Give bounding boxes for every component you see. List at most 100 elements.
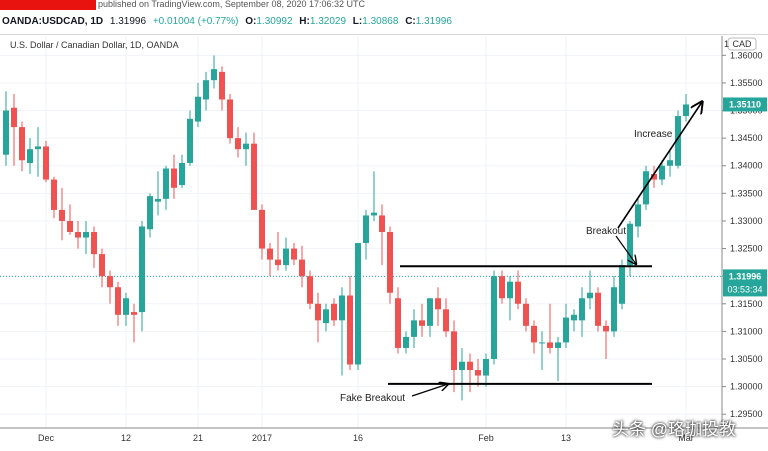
candle-body (123, 298, 129, 315)
close-value: 1.31996 (415, 16, 452, 27)
candle-body (331, 303, 337, 321)
x-tick-label: 2017 (252, 433, 272, 443)
fake-breakout-label: Fake Breakout (340, 393, 405, 404)
candle-body (635, 204, 641, 227)
candle-body (187, 118, 193, 163)
y-tick-label: 1.30000 (730, 382, 763, 392)
low-label: L: (352, 16, 363, 27)
candle-body (163, 168, 169, 199)
watermark: 头条 @珞珈投教 (612, 420, 736, 439)
candle-body (611, 287, 617, 332)
y-tick-label: 1.32500 (730, 244, 763, 254)
candle-body (651, 174, 657, 180)
candle-body (475, 370, 481, 376)
fake-breakout-arrow (411, 384, 448, 397)
candle-body (387, 232, 393, 293)
symbol-info-bar: OANDA:USDCAD, 1D 1.31996 +0.01004 (+0.77… (0, 12, 768, 35)
x-tick-label: 16 (353, 433, 363, 443)
x-tick-label: 12 (121, 433, 131, 443)
candle-body (579, 298, 585, 321)
y-tick-label: 1.35500 (730, 78, 763, 88)
candle-body (91, 232, 97, 255)
time-axis[interactable]: Dec 12 21 2017 16 Feb 13 Mar (0, 427, 768, 443)
currency-label: CAD (732, 39, 752, 49)
currency-badge (727, 37, 757, 51)
candle-body (363, 215, 369, 244)
y-tick-label: 1.33500 (730, 188, 763, 198)
candle-body (67, 220, 73, 232)
top-banner: published on TradingView.com, September … (0, 0, 768, 11)
candle-body (499, 276, 505, 299)
current-price-tag (723, 269, 767, 297)
y-tick-label: 1.29500 (730, 409, 763, 419)
candle-body (659, 165, 665, 180)
candle-body (195, 96, 201, 122)
high-label: H: (299, 16, 310, 27)
candle-body (3, 110, 9, 155)
countdown-text: 03:53:34 (727, 284, 762, 294)
candle-body (627, 223, 633, 266)
price-change: +0.01004 (+0.77%) (152, 16, 239, 27)
candle-body (51, 179, 57, 210)
candle-body (483, 358, 489, 376)
candle-body (155, 198, 161, 202)
x-tick-label: Mar (678, 433, 694, 443)
y-tick-label: 1.33000 (730, 216, 763, 226)
candle-body (531, 325, 537, 343)
candle-body (379, 215, 385, 232)
candle-body (491, 276, 497, 359)
candle-body (403, 336, 409, 348)
candle-body (115, 287, 121, 315)
candle-body (267, 248, 273, 260)
candle-body (395, 298, 401, 348)
candle-body (59, 209, 65, 221)
candle-body (283, 248, 289, 266)
current-price-text: 1.31996 (729, 271, 762, 281)
y-tick-label: 1.34000 (730, 161, 763, 171)
candle-body (107, 276, 113, 288)
symbol-label[interactable]: OANDA:USDCAD, 1D (2, 16, 104, 27)
candle-body (171, 168, 177, 188)
last-price-tag (723, 97, 767, 112)
y-tick-label: 1.31000 (730, 326, 763, 336)
candle-body (515, 281, 521, 304)
candle-body (539, 342, 545, 344)
candle-body (571, 314, 577, 321)
y-tick-label: 1.31500 (730, 299, 763, 309)
published-text: published on TradingView.com, September … (98, 0, 366, 9)
candle-body (19, 127, 25, 161)
candle-body (235, 138, 241, 150)
candle-body (75, 232, 81, 238)
y-tick-label: 1.36000 (730, 50, 763, 60)
price-axis[interactable]: 1.295001.300001.305001.310001.315001.320… (721, 36, 767, 428)
candle-body (507, 281, 513, 299)
candle-body (347, 295, 353, 365)
close-label: C: (405, 16, 416, 27)
x-tick-label: 21 (193, 433, 203, 443)
last-price-text: 1.35110 (729, 99, 761, 109)
candle-body (35, 146, 41, 150)
candle-body (675, 116, 681, 166)
candle-body (339, 295, 345, 321)
annotation-layer: Increase Breakout Fake Breakout (340, 102, 702, 404)
candle-body (667, 160, 673, 166)
candle-body (683, 104, 689, 117)
candle-body (307, 276, 313, 304)
candle-body (411, 320, 417, 337)
redacted-box (0, 0, 96, 10)
candle-layer (3, 55, 689, 401)
candle-body (227, 99, 233, 139)
x-tick-label: Feb (478, 433, 494, 443)
candle-body (259, 209, 265, 249)
candle-body (323, 309, 329, 324)
candle-body (523, 303, 529, 326)
breakout-arrow (615, 235, 636, 264)
increase-label: Increase (634, 129, 673, 140)
candle-body (299, 259, 305, 277)
candle-body (443, 309, 449, 332)
candle-body (643, 171, 649, 205)
candle-body (179, 162, 185, 186)
candle-body (467, 361, 473, 371)
candle-body (451, 331, 457, 371)
